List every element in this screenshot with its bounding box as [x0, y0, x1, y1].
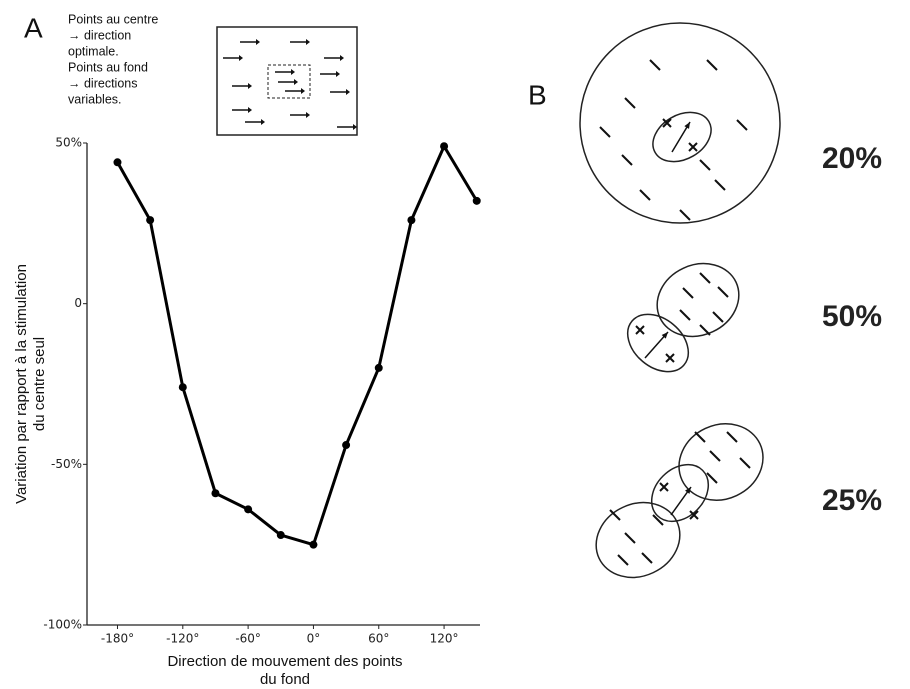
x-axis-label: du fond [260, 671, 310, 688]
field [626, 313, 690, 373]
inset-arrowhead [306, 39, 310, 45]
data-point [407, 216, 416, 225]
field-mark [726, 431, 738, 443]
inset-arrowhead [336, 71, 340, 77]
field-mark [617, 554, 629, 566]
field-mark [609, 509, 621, 521]
data-point [309, 540, 318, 549]
data-point [342, 441, 351, 450]
inset-arrowhead [301, 88, 305, 94]
inset-text: optimale. [68, 44, 119, 58]
response-label: 20% [822, 142, 882, 175]
y-tick-label: 0 [74, 296, 82, 310]
inset-arrowhead [248, 107, 252, 113]
field [656, 262, 740, 338]
y-axis-label: Variation par rapport à la stimulation [13, 264, 30, 504]
y-axis-label: du centre seul [31, 337, 48, 431]
data-point [472, 196, 481, 205]
data-point [440, 142, 449, 151]
cross [659, 482, 669, 492]
arrowhead [685, 487, 691, 494]
inset-arrowhead [294, 79, 298, 85]
data-point [211, 489, 220, 498]
field-mark [694, 431, 706, 443]
field-mark [641, 552, 653, 564]
data-point [113, 158, 122, 167]
center-field [652, 111, 712, 163]
inset-text: → direction [68, 28, 131, 42]
x-tick-label: -60° [235, 632, 261, 646]
x-axis-label: Direction de mouvement des points [167, 653, 402, 670]
panel-label: A [24, 12, 43, 43]
x-tick-label: -180° [101, 632, 134, 646]
cross [635, 325, 645, 335]
cross [689, 510, 699, 520]
field-mark [679, 309, 691, 321]
field-mark [621, 154, 633, 166]
inset-text: Points au fond [68, 60, 148, 74]
field-mark [652, 514, 664, 526]
field-mark [706, 472, 718, 484]
field-mark [624, 97, 636, 109]
data-point [374, 363, 383, 372]
cross [662, 118, 672, 128]
field-mark [706, 59, 718, 71]
field-mark [699, 159, 711, 171]
field-mark [679, 209, 691, 221]
inset-frame [216, 26, 358, 136]
x-tick-label: 0° [307, 632, 321, 646]
field-mark [717, 286, 729, 298]
inset-text: → directions [68, 76, 137, 90]
cross [688, 142, 698, 152]
x-tick-label: -120° [166, 632, 199, 646]
inset-arrowhead [346, 89, 350, 95]
inset-arrowhead [261, 119, 265, 125]
inset [216, 26, 358, 136]
field-mark [599, 126, 611, 138]
field [595, 501, 681, 579]
response-label: 50% [822, 300, 882, 333]
inset-arrowhead [353, 124, 357, 130]
field-mark [649, 59, 661, 71]
inset-arrowhead [306, 112, 310, 118]
cross [665, 353, 675, 363]
x-tick-label: 120° [430, 632, 459, 646]
field-mark [709, 450, 721, 462]
field [650, 463, 710, 523]
inset-arrowhead [248, 83, 252, 89]
inset-text: variables. [68, 92, 122, 106]
arrowhead [661, 332, 668, 339]
inset-arrowhead [239, 55, 243, 61]
response-label: 25% [822, 484, 882, 517]
receptive-fields [579, 22, 781, 579]
inset-arrowhead [340, 55, 344, 61]
x-tick-label: 60° [368, 632, 389, 646]
field-mark [714, 179, 726, 191]
arrowhead [684, 122, 690, 129]
field-mark [712, 311, 724, 323]
inset-arrowhead [291, 69, 295, 75]
data-line [116, 144, 479, 547]
panel-label: B [528, 79, 547, 110]
field-mark [699, 272, 711, 284]
inset-text: Points au centre [68, 12, 158, 26]
data-point [276, 531, 285, 540]
data-point [146, 216, 155, 225]
field-mark [699, 324, 711, 336]
field-mark [736, 119, 748, 131]
field-mark [739, 457, 751, 469]
y-tick-label: 50% [55, 136, 82, 150]
inset-center [267, 64, 311, 99]
data-point [244, 505, 253, 514]
inset-arrowhead [256, 39, 260, 45]
field-mark [639, 189, 651, 201]
field-mark [682, 287, 694, 299]
surround [579, 22, 781, 224]
y-tick-label: -50% [51, 457, 82, 471]
field [678, 423, 764, 501]
y-tick-label: -100% [43, 618, 82, 632]
data-point [178, 383, 187, 392]
field-mark [624, 532, 636, 544]
